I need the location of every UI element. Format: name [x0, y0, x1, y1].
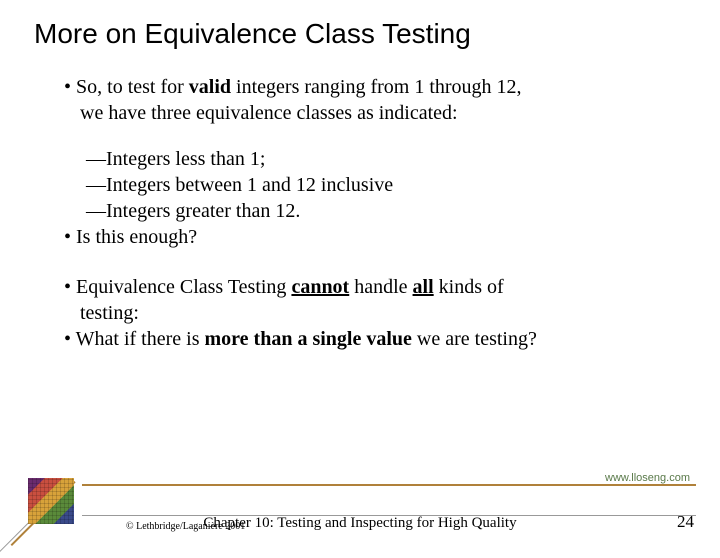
bullet-item-1: So, to test for valid integers ranging f… — [34, 74, 686, 100]
bullet-item-3: Equivalence Class Testing cannot handle … — [34, 274, 686, 300]
slide-title: More on Equivalence Class Testing — [34, 18, 686, 50]
decorative-line — [82, 484, 696, 486]
text-underline-all: all — [413, 276, 434, 298]
footer-page-number: 24 — [677, 512, 694, 532]
slide-container: More on Equivalence Class Testing So, to… — [0, 0, 720, 540]
text-fragment: What if there is — [76, 328, 205, 350]
dash-item-3: —Integers greater than 12. — [34, 198, 686, 224]
text-underline-cannot: cannot — [291, 276, 349, 298]
slide-body: So, to test for valid integers ranging f… — [34, 74, 686, 352]
spacer — [34, 250, 686, 274]
dash-item-1: —Integers less than 1; — [34, 146, 686, 172]
bullet-item-2: Is this enough? — [34, 224, 686, 250]
text-fragment: handle — [349, 276, 412, 298]
dash-item-2: —Integers between 1 and 12 inclusive — [34, 172, 686, 198]
text-fragment: kinds of — [434, 276, 504, 298]
text-fragment: So, to test for — [76, 76, 189, 98]
spacer — [34, 126, 686, 146]
text-bold-more: more than a single value — [204, 328, 411, 350]
text-fragment: we are testing? — [412, 328, 537, 350]
bullet-item-1-cont: we have three equivalence classes as ind… — [34, 100, 686, 126]
text-fragment: integers ranging from 1 through 12, — [231, 76, 522, 98]
text-bold-valid: valid — [189, 76, 231, 98]
bullet-item-3-cont: testing: — [34, 300, 686, 326]
text-fragment: Is this enough? — [76, 226, 197, 248]
footer-chapter: Chapter 10: Testing and Inspecting for H… — [0, 515, 720, 532]
text-fragment: Equivalence Class Testing — [76, 276, 291, 298]
footer-url: www.lloseng.com — [605, 472, 690, 484]
footer: www.lloseng.com © Lethbridge/Laganière 2… — [0, 462, 720, 540]
bullet-item-4: What if there is more than a single valu… — [34, 326, 686, 352]
